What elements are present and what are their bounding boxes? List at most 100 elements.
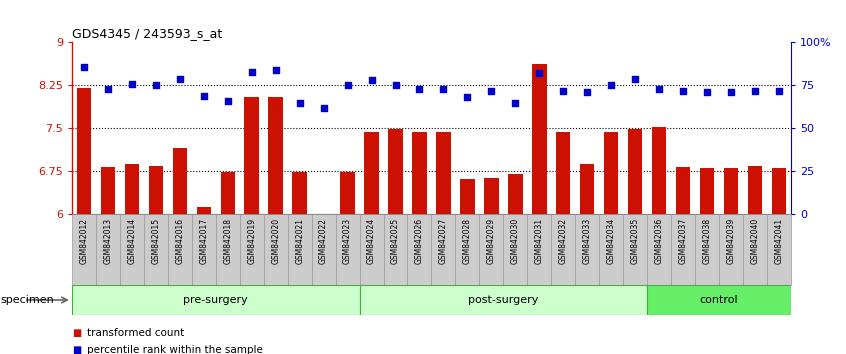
Bar [508,174,523,214]
Text: GSM842028: GSM842028 [463,218,472,264]
Bar [748,166,762,214]
FancyBboxPatch shape [695,214,719,285]
Bar [412,132,426,214]
Bar [340,172,354,214]
Text: transformed count: transformed count [87,328,184,338]
Point [269,67,283,73]
Text: GSM842020: GSM842020 [272,218,280,264]
Bar [268,97,283,214]
Point [173,76,186,81]
FancyBboxPatch shape [383,214,408,285]
Bar [124,164,139,214]
Point [700,90,714,95]
Point [293,100,306,105]
Text: GSM842024: GSM842024 [367,218,376,264]
Bar [628,130,642,214]
Text: GSM842031: GSM842031 [535,218,544,264]
Point [245,69,259,74]
Bar [700,168,714,214]
FancyBboxPatch shape [239,214,264,285]
Text: GSM842021: GSM842021 [295,218,304,264]
Point [149,82,162,88]
Bar [173,148,187,214]
FancyBboxPatch shape [360,285,647,315]
Point [533,70,547,76]
Bar [724,168,739,214]
Text: GSM842025: GSM842025 [391,218,400,264]
Point [485,88,498,93]
Bar [149,166,163,214]
FancyBboxPatch shape [647,214,671,285]
Text: percentile rank within the sample: percentile rank within the sample [87,346,263,354]
Text: GSM842015: GSM842015 [151,218,160,264]
Bar [316,213,331,214]
FancyBboxPatch shape [767,214,791,285]
FancyBboxPatch shape [408,214,431,285]
FancyBboxPatch shape [216,214,239,285]
Bar [460,179,475,214]
FancyBboxPatch shape [527,214,552,285]
Point [341,82,354,88]
Point [677,88,690,93]
FancyBboxPatch shape [311,214,336,285]
Text: GSM842040: GSM842040 [750,218,760,264]
Text: specimen: specimen [0,295,54,305]
Text: GSM842033: GSM842033 [583,218,591,264]
Point [724,90,738,95]
Text: post-surgery: post-surgery [468,295,539,305]
Bar [772,168,786,214]
Point [652,86,666,92]
FancyBboxPatch shape [671,214,695,285]
Bar [101,167,115,214]
Text: GDS4345 / 243593_s_at: GDS4345 / 243593_s_at [72,27,222,40]
Bar [293,172,307,214]
Bar [676,167,690,214]
Bar [388,130,403,214]
Text: GSM842041: GSM842041 [775,218,783,264]
Point [77,64,91,69]
Bar [604,132,618,214]
Text: GSM842029: GSM842029 [487,218,496,264]
Text: GSM842026: GSM842026 [415,218,424,264]
Point [460,95,474,100]
FancyBboxPatch shape [647,285,791,315]
Point [557,88,570,93]
Bar [77,88,91,214]
Point [316,105,330,110]
FancyBboxPatch shape [72,285,360,315]
FancyBboxPatch shape [599,214,624,285]
Point [749,88,762,93]
Point [772,88,786,93]
Point [125,81,139,86]
FancyBboxPatch shape [503,214,527,285]
Text: GSM842017: GSM842017 [200,218,208,264]
Bar [244,97,259,214]
Text: ■: ■ [72,328,81,338]
Point [629,76,642,81]
FancyBboxPatch shape [192,214,216,285]
Point [388,82,403,88]
Text: GSM842032: GSM842032 [559,218,568,264]
FancyBboxPatch shape [264,214,288,285]
FancyBboxPatch shape [719,214,743,285]
Bar [437,132,451,214]
Bar [221,172,235,214]
FancyBboxPatch shape [168,214,192,285]
Point [413,86,426,92]
Text: control: control [700,295,739,305]
FancyBboxPatch shape [288,214,311,285]
FancyBboxPatch shape [480,214,503,285]
FancyBboxPatch shape [575,214,599,285]
Point [508,100,522,105]
Bar [484,178,498,214]
FancyBboxPatch shape [336,214,360,285]
Text: GSM842019: GSM842019 [247,218,256,264]
FancyBboxPatch shape [144,214,168,285]
Text: GSM842039: GSM842039 [727,218,735,264]
Bar [365,132,379,214]
Text: pre-surgery: pre-surgery [184,295,248,305]
FancyBboxPatch shape [743,214,767,285]
Text: GSM842027: GSM842027 [439,218,448,264]
Text: GSM842022: GSM842022 [319,218,328,264]
Bar [196,207,211,214]
